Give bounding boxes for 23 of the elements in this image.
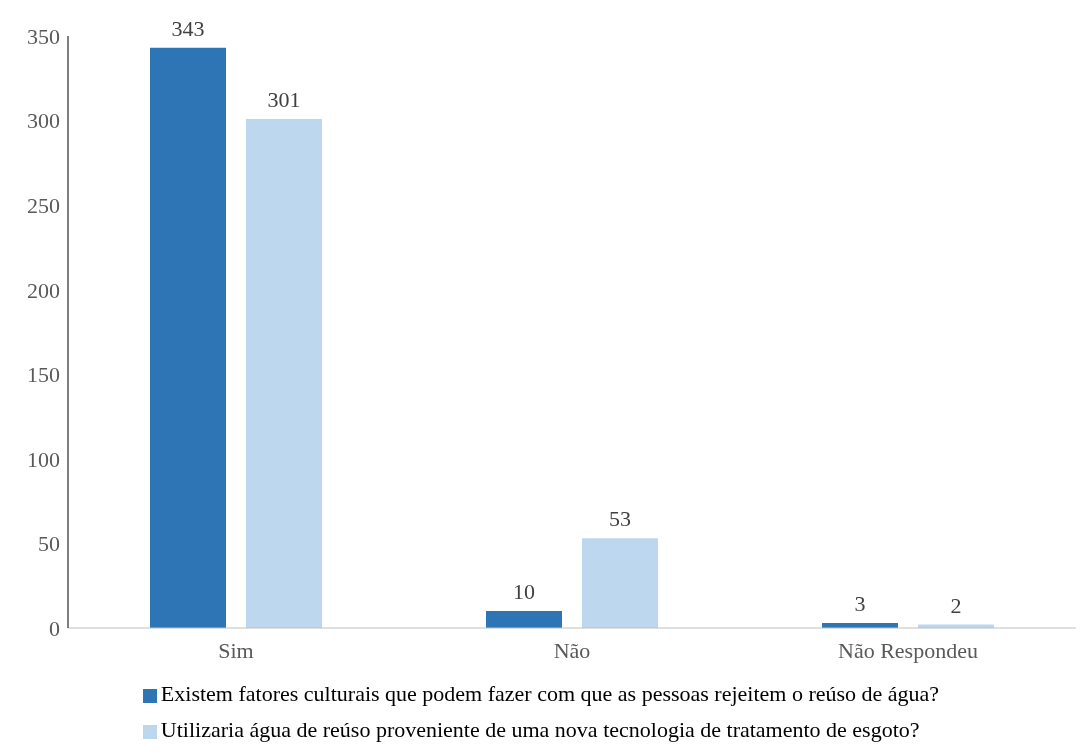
bar — [582, 538, 658, 628]
x-tick-label: Não — [553, 637, 591, 663]
data-label: 343 — [171, 15, 205, 41]
y-tick-label: 100 — [27, 446, 60, 472]
y-tick-label: 300 — [27, 108, 60, 134]
bar — [486, 611, 562, 628]
legend-label: Utilizaria água de reúso proveniente de uma nova tecnologia de tratamento de esgoto? — [160, 717, 920, 742]
y-tick-label: 0 — [49, 615, 60, 641]
legend-label: Existem fatores culturais que podem fazer com que as pessoas rejeitem o reúso de água? — [160, 681, 940, 706]
data-label: 53 — [609, 506, 631, 532]
x-tick-label: Não Respondeu — [838, 637, 978, 663]
data-label: 301 — [267, 86, 301, 112]
y-tick-label: 50 — [38, 531, 60, 557]
y-tick-label: 350 — [27, 23, 60, 49]
y-tick-label: 150 — [27, 362, 60, 388]
x-tick-label: Sim — [218, 637, 254, 663]
data-label: 10 — [513, 579, 535, 605]
data-label: 3 — [854, 590, 866, 616]
y-tick-label: 250 — [27, 192, 60, 218]
data-label: 2 — [950, 592, 962, 618]
bar — [150, 47, 226, 628]
bar — [246, 118, 322, 628]
y-tick-label: 200 — [27, 277, 60, 303]
